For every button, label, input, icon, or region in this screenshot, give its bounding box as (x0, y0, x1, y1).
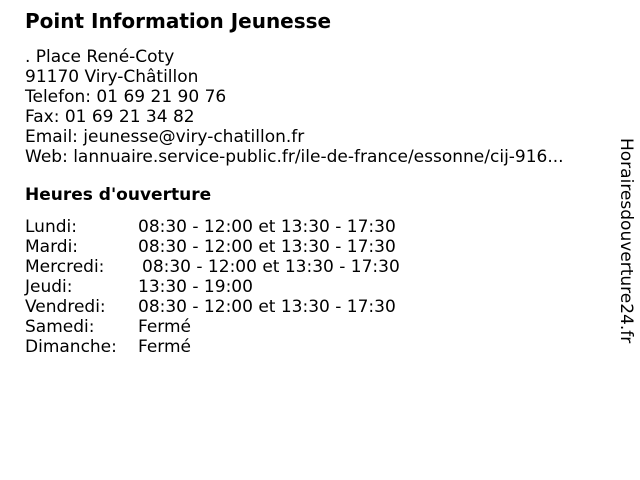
hours-row-wednesday: Mercredi: 08:30 - 12:00 et 13:30 - 17:30 (25, 257, 585, 277)
hours-row-tuesday: Mardi: 08:30 - 12:00 et 13:30 - 17:30 (25, 237, 585, 257)
opening-hours-heading: Heures d'ouverture (25, 185, 212, 205)
day-times: 08:30 - 12:00 et 13:30 - 17:30 (142, 257, 400, 277)
phone-line: Telefon: 01 69 21 90 76 (25, 87, 227, 107)
day-times: 08:30 - 12:00 et 13:30 - 17:30 (138, 297, 396, 317)
hours-row-monday: Lundi: 08:30 - 12:00 et 13:30 - 17:30 (25, 217, 585, 237)
day-label: Mercredi: (25, 257, 105, 277)
day-times: 13:30 - 19:00 (138, 277, 253, 297)
day-times: 08:30 - 12:00 et 13:30 - 17:30 (138, 237, 396, 257)
address-city: 91170 Viry-Châtillon (25, 67, 199, 87)
day-label: Dimanche: (25, 337, 117, 357)
email-line[interactable]: Email: jeunesse@viry-chatillon.fr (25, 127, 305, 147)
fax-line: Fax: 01 69 21 34 82 (25, 107, 195, 127)
main-content: Point Information Jeunesse . Place René-… (25, 10, 585, 357)
hours-row-thursday: Jeudi: 13:30 - 19:00 (25, 277, 585, 297)
address-street: . Place René-Coty (25, 47, 175, 67)
day-label: Lundi: (25, 217, 77, 237)
web-line[interactable]: Web: lannuaire.service-public.fr/ile-de-… (25, 147, 564, 167)
day-label: Mardi: (25, 237, 79, 257)
site-watermark-vertical[interactable]: Horairesdouverture24.fr (616, 138, 636, 344)
hours-row-saturday: Samedi: Fermé (25, 317, 585, 337)
day-times: Fermé (138, 337, 192, 357)
day-times: 08:30 - 12:00 et 13:30 - 17:30 (138, 217, 396, 237)
day-label: Samedi: (25, 317, 95, 337)
hours-row-friday: Vendredi: 08:30 - 12:00 et 13:30 - 17:30 (25, 297, 585, 317)
hours-row-sunday: Dimanche: Fermé (25, 337, 585, 357)
opening-hours-table: Lundi: 08:30 - 12:00 et 13:30 - 17:30 Ma… (25, 217, 585, 357)
day-label: Jeudi: (25, 277, 73, 297)
day-times: Fermé (138, 317, 192, 337)
contact-block: . Place René-Coty 91170 Viry-Châtillon T… (25, 47, 585, 167)
day-label: Vendredi: (25, 297, 106, 317)
page-title: Point Information Jeunesse (25, 9, 332, 33)
